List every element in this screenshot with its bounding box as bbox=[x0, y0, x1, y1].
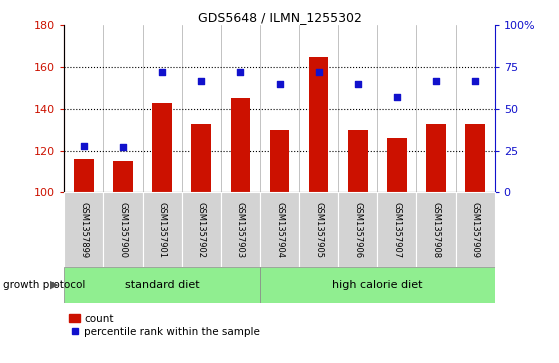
Title: GDS5648 / ILMN_1255302: GDS5648 / ILMN_1255302 bbox=[197, 11, 362, 24]
Point bbox=[432, 78, 440, 83]
Bar bbox=[192, 123, 211, 192]
Bar bbox=[338, 192, 377, 267]
Bar bbox=[152, 103, 172, 192]
Bar bbox=[64, 267, 260, 303]
Bar bbox=[221, 192, 260, 267]
Text: GSM1357906: GSM1357906 bbox=[353, 201, 362, 258]
Point bbox=[353, 81, 362, 87]
Bar bbox=[182, 192, 221, 267]
Text: GSM1357904: GSM1357904 bbox=[275, 201, 284, 258]
Text: GSM1357903: GSM1357903 bbox=[236, 201, 245, 258]
Bar bbox=[348, 130, 368, 192]
Bar bbox=[64, 192, 103, 267]
Bar bbox=[377, 192, 416, 267]
Bar bbox=[270, 130, 290, 192]
Text: high calorie diet: high calorie diet bbox=[332, 280, 423, 290]
Text: GSM1357900: GSM1357900 bbox=[119, 201, 127, 258]
Text: growth protocol: growth protocol bbox=[3, 280, 85, 290]
Point bbox=[275, 81, 284, 87]
Bar bbox=[387, 138, 407, 192]
Bar bbox=[74, 159, 93, 192]
Bar bbox=[113, 161, 133, 192]
Bar bbox=[299, 192, 338, 267]
Bar bbox=[103, 192, 143, 267]
Text: GSM1357902: GSM1357902 bbox=[197, 201, 206, 258]
Text: GSM1357907: GSM1357907 bbox=[392, 201, 401, 258]
Text: GSM1357908: GSM1357908 bbox=[432, 201, 440, 258]
Point bbox=[79, 143, 88, 148]
Bar bbox=[466, 123, 485, 192]
Bar bbox=[416, 192, 456, 267]
Legend: count, percentile rank within the sample: count, percentile rank within the sample bbox=[69, 314, 260, 337]
Bar bbox=[231, 98, 250, 192]
Bar bbox=[427, 123, 446, 192]
Text: GSM1357909: GSM1357909 bbox=[471, 201, 480, 258]
Bar bbox=[260, 267, 495, 303]
Point bbox=[158, 69, 167, 75]
Point bbox=[471, 78, 480, 83]
Bar bbox=[260, 192, 299, 267]
Point bbox=[392, 94, 401, 100]
Point bbox=[119, 144, 127, 150]
Text: GSM1357899: GSM1357899 bbox=[79, 201, 88, 258]
Point bbox=[236, 69, 245, 75]
Bar bbox=[456, 192, 495, 267]
Point bbox=[197, 78, 206, 83]
Text: ▶: ▶ bbox=[50, 280, 59, 290]
Text: GSM1357905: GSM1357905 bbox=[314, 201, 323, 258]
Text: GSM1357901: GSM1357901 bbox=[158, 201, 167, 258]
Text: standard diet: standard diet bbox=[125, 280, 200, 290]
Bar bbox=[143, 192, 182, 267]
Bar bbox=[309, 57, 329, 192]
Point bbox=[314, 69, 323, 75]
